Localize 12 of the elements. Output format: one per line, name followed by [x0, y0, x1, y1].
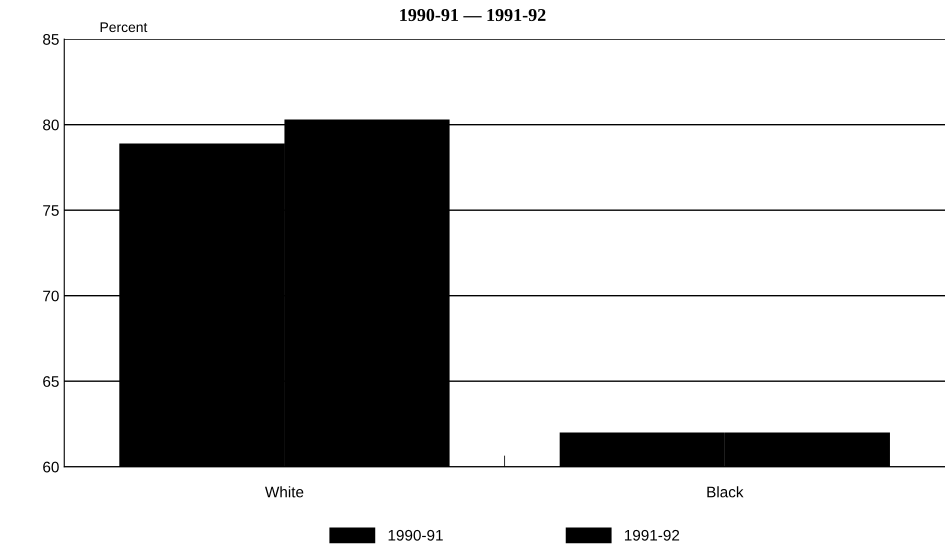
y-tick-label: 70	[43, 290, 59, 302]
chart-title: 1990-91 — 1991-92	[400, 8, 546, 22]
y-tick-label: 85	[43, 34, 59, 45]
y-tick-label: 65	[43, 376, 59, 387]
y-tick-label: 80	[43, 120, 59, 130]
legend-label: 1990-91	[388, 530, 443, 541]
x-tick-label: Black	[707, 486, 744, 498]
y-axis-title: Percent	[100, 22, 148, 32]
y-tick-label: 75	[43, 205, 59, 216]
x-tick-label: White	[264, 486, 304, 498]
y-tick-label: 60	[43, 462, 59, 472]
legend-label: 1991-92	[624, 530, 680, 541]
